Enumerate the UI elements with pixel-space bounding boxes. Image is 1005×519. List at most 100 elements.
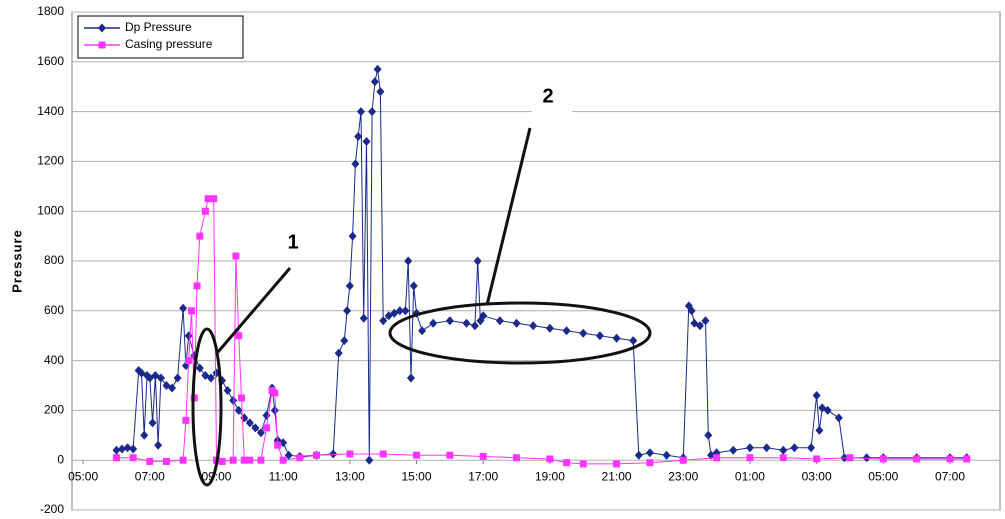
data-point: [148, 418, 157, 428]
data-point: [473, 256, 482, 266]
data-point: [359, 313, 368, 323]
annotation-bg: [532, 80, 572, 120]
x-tick-label: 11:00: [269, 469, 298, 483]
data-point: [229, 456, 237, 464]
data-point: [779, 445, 788, 455]
y-axis-title: Pressure: [9, 229, 24, 293]
y-tick-label: -200: [40, 502, 64, 516]
annotation-ellipse: [191, 327, 223, 487]
annotation-ellipse: [388, 301, 652, 365]
data-point: [395, 306, 404, 316]
data-point: [479, 452, 487, 460]
y-tick-label: 0: [57, 452, 64, 466]
data-point: [235, 332, 243, 340]
data-point: [404, 256, 413, 266]
y-tick-label: 1600: [37, 54, 64, 68]
data-point: [687, 306, 696, 316]
data-point: [512, 318, 521, 328]
data-point: [634, 450, 643, 460]
data-point: [234, 405, 243, 415]
x-tick-label: 05:00: [868, 469, 898, 483]
x-tick-label: 17:00: [468, 469, 498, 483]
data-point: [579, 328, 588, 338]
x-tick-label: 21:00: [602, 469, 632, 483]
data-point: [834, 413, 843, 423]
data-point: [365, 455, 374, 465]
data-point: [201, 207, 209, 215]
data-point: [913, 455, 921, 463]
annotation-label: 2: [542, 85, 553, 107]
data-point: [196, 232, 204, 240]
data-point: [446, 451, 454, 459]
data-point: [379, 450, 387, 458]
data-point: [232, 252, 240, 260]
y-tick-label: 1000: [37, 203, 64, 217]
annotation-bg: [278, 228, 308, 258]
data-point: [445, 316, 454, 326]
data-point: [546, 455, 554, 463]
data-point: [296, 454, 304, 462]
data-point: [862, 453, 871, 463]
data-point: [745, 443, 754, 453]
data-point: [812, 390, 821, 400]
data-point: [595, 331, 604, 341]
data-point: [713, 454, 721, 462]
data-point: [762, 443, 771, 453]
annotation-line: [485, 127, 532, 306]
legend: Dp Pressure Casing pressure: [77, 15, 244, 59]
data-point: [479, 311, 488, 321]
data-point: [187, 307, 195, 315]
data-point: [513, 454, 521, 462]
x-tick-label: 19:00: [535, 469, 565, 483]
data-point: [370, 77, 379, 87]
data-point: [140, 430, 149, 440]
data-point: [562, 326, 571, 336]
data-point: [173, 373, 182, 383]
data-point: [813, 455, 821, 463]
data-point: [612, 333, 621, 343]
data-point: [704, 430, 713, 440]
data-point: [946, 455, 954, 463]
data-point: [195, 363, 204, 373]
data-point: [695, 321, 704, 331]
y-tick-label: 200: [44, 403, 64, 417]
data-point: [846, 454, 854, 462]
data-point: [351, 159, 360, 169]
data-point: [271, 389, 279, 397]
data-point: [379, 316, 388, 326]
data-point: [179, 456, 187, 464]
data-point: [229, 395, 238, 405]
data-point: [256, 428, 265, 438]
data-point: [362, 136, 371, 146]
data-point: [340, 336, 349, 346]
series-line: [116, 198, 967, 465]
data-point: [413, 451, 421, 459]
legend-box: [77, 15, 244, 59]
data-point: [409, 281, 418, 291]
data-point: [156, 373, 165, 383]
data-point: [251, 423, 260, 433]
data-point: [495, 316, 504, 326]
data-point: [118, 444, 127, 454]
x-tick-label: 07:00: [935, 469, 965, 483]
data-point: [354, 132, 363, 141]
data-point: [646, 459, 654, 467]
data-point: [356, 107, 365, 117]
data-point: [162, 457, 170, 465]
data-point: [401, 306, 410, 316]
data-point: [262, 424, 270, 432]
data-point: [376, 87, 385, 97]
data-point: [529, 321, 538, 331]
data-point: [284, 450, 293, 460]
annotation-line: [216, 267, 292, 353]
data-point: [270, 405, 279, 415]
data-point: [645, 448, 654, 458]
data-point: [329, 449, 338, 459]
legend-label: Casing pressure: [125, 37, 213, 51]
data-point: [245, 418, 254, 428]
data-point: [545, 323, 554, 333]
y-tick-label: 800: [44, 253, 64, 267]
series: [112, 64, 971, 465]
data-point: [823, 405, 832, 415]
